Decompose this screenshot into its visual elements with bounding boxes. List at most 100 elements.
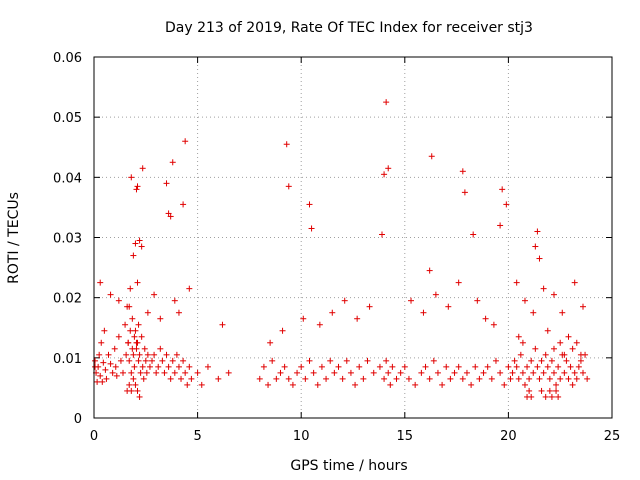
data-point	[430, 357, 437, 364]
data-point	[497, 369, 504, 376]
data-point	[169, 159, 176, 166]
data-point	[107, 291, 114, 298]
data-point	[157, 315, 164, 322]
x-tick-label: 10	[293, 429, 310, 444]
data-point	[318, 363, 325, 370]
y-tick-label: 0.04	[53, 171, 82, 186]
data-point	[127, 327, 134, 334]
data-point	[144, 309, 151, 316]
data-point	[127, 285, 134, 292]
x-tick-labels: 0 5 10 15 20 25	[90, 429, 620, 444]
data-point	[136, 393, 143, 400]
data-point	[92, 357, 99, 364]
data-point	[528, 393, 535, 400]
data-point	[532, 345, 539, 352]
data-point	[167, 375, 174, 382]
data-point	[102, 366, 109, 373]
data-point	[505, 363, 512, 370]
data-point	[128, 174, 135, 181]
data-point	[455, 363, 462, 370]
data-point	[507, 375, 514, 382]
data-point	[171, 369, 178, 376]
data-point	[577, 357, 584, 364]
data-point	[343, 357, 350, 364]
data-point	[447, 375, 454, 382]
data-point	[379, 231, 386, 238]
data-point	[528, 357, 535, 364]
data-point	[308, 225, 315, 232]
data-point	[132, 240, 139, 247]
data-point	[186, 285, 193, 292]
data-point	[126, 357, 133, 364]
data-point	[468, 381, 475, 388]
data-point	[323, 375, 330, 382]
data-point	[360, 375, 367, 382]
y-tick-label: 0.03	[53, 232, 82, 247]
data-point	[138, 333, 145, 340]
data-point	[546, 375, 553, 382]
data-point	[267, 339, 274, 346]
x-tick-label: 20	[500, 429, 517, 444]
data-point	[459, 168, 466, 175]
data-point	[341, 297, 348, 304]
data-point	[306, 201, 313, 208]
data-point	[515, 375, 522, 382]
data-point	[482, 315, 489, 322]
data-point	[445, 303, 452, 310]
data-point	[397, 369, 404, 376]
data-point	[142, 357, 149, 364]
data-point	[561, 351, 568, 358]
data-point	[96, 351, 103, 358]
data-point	[476, 375, 483, 382]
data-point	[426, 375, 433, 382]
data-point	[137, 369, 144, 376]
data-point	[526, 387, 533, 394]
data-point	[126, 381, 133, 388]
data-point	[571, 279, 578, 286]
data-point	[136, 237, 143, 244]
data-point	[98, 339, 105, 346]
data-point	[128, 369, 135, 376]
data-point	[143, 369, 150, 376]
data-point	[279, 327, 286, 334]
data-point	[451, 369, 458, 376]
data-point	[347, 369, 354, 376]
data-point	[132, 327, 139, 334]
data-point	[144, 351, 151, 358]
data-point	[488, 375, 495, 382]
data-point	[134, 279, 141, 286]
data-point	[310, 369, 317, 376]
data-point	[157, 345, 164, 352]
data-point	[139, 363, 146, 370]
data-point	[563, 357, 570, 364]
data-point	[163, 351, 170, 358]
data-point	[94, 378, 101, 385]
data-point	[542, 393, 549, 400]
data-point	[182, 138, 189, 145]
data-point	[273, 375, 280, 382]
y-tick-label: 0.06	[53, 51, 82, 66]
data-point	[111, 345, 118, 352]
data-point	[151, 291, 158, 298]
data-point	[175, 363, 182, 370]
data-point	[335, 363, 342, 370]
data-point	[381, 375, 388, 382]
x-tick-label: 25	[604, 429, 621, 444]
data-point	[117, 357, 124, 364]
data-point	[434, 369, 441, 376]
data-point	[490, 321, 497, 328]
data-point	[569, 381, 576, 388]
y-tick-label: 0	[74, 412, 82, 427]
data-point	[165, 210, 172, 217]
data-point	[130, 351, 137, 358]
data-point	[159, 357, 166, 364]
data-point	[565, 333, 572, 340]
data-point	[97, 372, 104, 379]
data-point	[526, 375, 533, 382]
data-point	[204, 363, 211, 370]
data-point	[538, 387, 545, 394]
data-point	[480, 369, 487, 376]
data-point	[405, 375, 412, 382]
data-point	[463, 369, 470, 376]
data-point	[135, 321, 142, 328]
